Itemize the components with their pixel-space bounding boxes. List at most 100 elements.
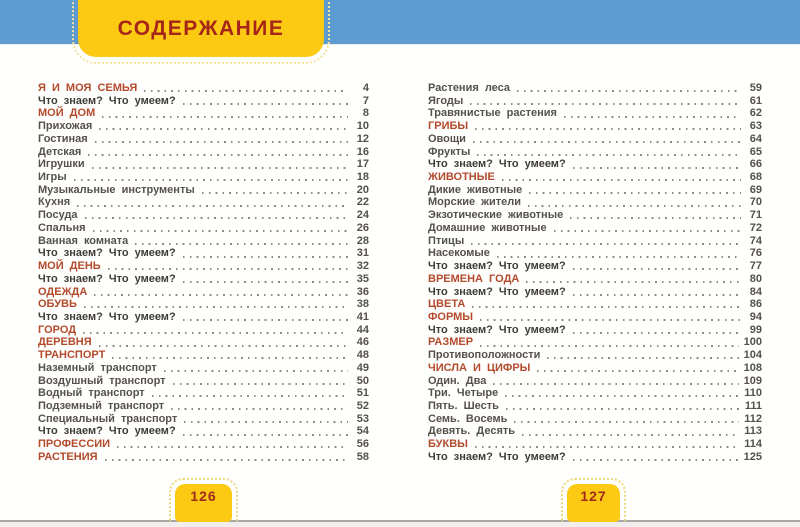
toc-row: Что знаем? Что умеем? 77: [428, 260, 762, 273]
dot-leader: [102, 115, 348, 118]
toc-entry-label: Фрукты: [428, 145, 471, 158]
dot-leader: [182, 281, 348, 283]
toc-entry-label: Прихожая: [38, 120, 93, 133]
left-page-number: 126: [190, 488, 217, 504]
toc-row: МОЙ ДЕНЬ 32: [38, 260, 369, 273]
toc-entry-label: ГРИБЫ: [428, 120, 469, 133]
toc-row: МОЙ ДОМ 8: [38, 107, 369, 120]
toc-entry-page-number: 68: [749, 171, 762, 184]
toc-entry-label: Дикие животные: [428, 183, 523, 196]
dot-leader: [94, 141, 348, 144]
toc-entry-page-number: 38: [356, 298, 369, 311]
toc-row: ОДЕЖДА 36: [38, 286, 369, 299]
dot-leader: [505, 395, 740, 398]
left-page-number-badge: 126: [169, 478, 238, 522]
toc-entry-label: Наземный транспорт: [38, 361, 157, 374]
dot-leader: [570, 217, 741, 220]
page-bottom-strip: [0, 522, 800, 527]
toc-entry-label: Три. Четыре: [428, 387, 499, 400]
toc-entry-page-number: 24: [356, 209, 369, 222]
toc-entry-page-number: 41: [356, 310, 369, 323]
dot-leader: [480, 344, 739, 347]
toc-row: Овощи 64: [428, 133, 762, 146]
toc-row: Что знаем? Что умеем? 66: [428, 158, 762, 171]
toc-entry-label: Что знаем? Что умеем?: [428, 450, 566, 463]
toc-entry-label: Игры: [38, 171, 67, 184]
toc-entry-label: Посуда: [38, 209, 78, 222]
toc-row: Детская 16: [38, 146, 369, 159]
toc-entry-label: ПРОФЕССИИ: [38, 438, 111, 451]
toc-entry-page-number: 32: [356, 260, 369, 273]
dot-leader: [73, 179, 348, 182]
toc-entry-page-number: 44: [356, 323, 369, 336]
toc-entry-label: ВРЕМЕНА ГОДА: [428, 272, 520, 285]
toc-row: Что знаем? Что умеем? 54: [38, 425, 369, 438]
toc-row: Игры 18: [38, 171, 369, 184]
toc-entry-label: Травянистые растения: [428, 107, 557, 120]
toc-row: Игрушки 17: [38, 158, 369, 171]
toc-entry-label: ОДЕЖДА: [38, 285, 88, 298]
toc-row: Один. Два 109: [428, 375, 762, 388]
dot-leader: [112, 357, 348, 360]
toc-entry-page-number: 8: [362, 107, 369, 120]
toc-entry-page-number: 17: [356, 158, 369, 171]
toc-entry-label: Насекомые: [428, 247, 490, 260]
toc-right-column: Растения леса 59 Ягоды 61 Травянистые растен…: [428, 82, 762, 464]
toc-entry-page-number: 35: [356, 272, 369, 285]
toc-entry-label: Водный транспорт: [38, 387, 145, 400]
dot-leader: [201, 191, 348, 194]
toc-entry-page-number: 62: [749, 107, 762, 120]
toc-entry-page-number: 100: [743, 336, 762, 349]
toc-entry-page-number: 86: [749, 298, 762, 311]
toc-entry-page-number: 72: [749, 221, 762, 234]
toc-row: Что знаем? Что умеем? 41: [38, 311, 369, 324]
dot-leader: [572, 166, 741, 169]
dot-leader: [98, 344, 348, 347]
toc-row: Музыкальные инструменты 20: [38, 184, 369, 197]
dot-leader: [182, 255, 348, 258]
toc-entry-page-number: 31: [356, 247, 369, 260]
dot-leader: [529, 191, 741, 194]
toc-row: РАСТЕНИЯ 58: [38, 451, 369, 464]
toc-row: Насекомые 76: [428, 247, 762, 260]
toc-entry-page-number: 4: [362, 82, 369, 94]
dot-leader: [171, 408, 348, 411]
toc-entry-label: Игрушки: [38, 158, 85, 171]
toc-entry-label: Пять. Шесть: [428, 399, 499, 412]
toc-entry-page-number: 84: [749, 285, 762, 298]
toc-row: Растения леса 59: [428, 82, 762, 95]
toc-entry-page-number: 12: [356, 132, 369, 145]
toc-row: Кухня 22: [38, 196, 369, 209]
toc-entry-page-number: 111: [744, 399, 762, 412]
dot-leader: [107, 268, 348, 271]
toc-entry-label: Домашние животные: [428, 221, 547, 234]
toc-entry-page-number: 74: [749, 234, 762, 247]
toc-entry-page-number: 50: [356, 374, 369, 387]
toc-entry-page-number: 76: [749, 247, 762, 260]
dot-leader: [92, 230, 348, 233]
toc-entry-page-number: 112: [744, 412, 762, 425]
dot-leader: [496, 255, 741, 258]
dot-leader: [163, 370, 348, 373]
dot-leader: [501, 179, 741, 182]
toc-row: ГРИБЫ 63: [428, 120, 762, 133]
toc-entry-label: Овощи: [428, 132, 466, 145]
toc-entry-label: Музыкальные инструменты: [38, 183, 195, 196]
dot-leader: [83, 331, 348, 334]
toc-row: Специальный транспорт 53: [38, 413, 369, 426]
toc-row: Экзотические животные 71: [428, 209, 762, 222]
toc-row: Спальня 26: [38, 222, 369, 235]
toc-row: Фрукты 65: [428, 146, 762, 159]
toc-entry-label: Что знаем? Что умеем?: [38, 94, 176, 107]
toc-entry-page-number: 59: [749, 82, 762, 94]
toc-row: Что знаем? Что умеем? 31: [38, 247, 369, 260]
toc-entry-page-number: 65: [749, 145, 762, 158]
toc-entry-label: Птицы: [428, 234, 465, 247]
dot-leader: [88, 153, 348, 156]
dot-leader: [572, 331, 741, 334]
dot-leader: [172, 382, 348, 385]
page-title: СОДЕРЖАНИЕ: [117, 16, 285, 40]
toc-row: ГОРОД 44: [38, 324, 369, 337]
toc-entry-page-number: 110: [744, 387, 762, 400]
